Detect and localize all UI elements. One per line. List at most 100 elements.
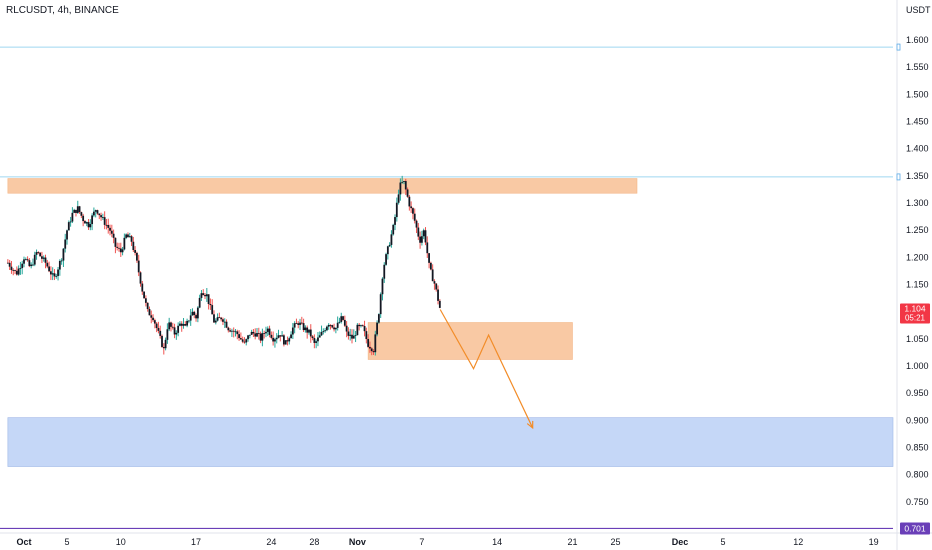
candle-body [241,339,244,342]
price-axis[interactable]: 1.600 1.550 1.500 1.450 1.400 1.350 1.300 1.250… [896,0,929,550]
candle-body [297,323,300,325]
candle-body [177,325,180,333]
x-tick-label: 17 [191,537,201,547]
time-axis[interactable]: Oct 5 10 17 24 28 Nov 7 14 21 25 Dec 5 12 19 [0,532,932,547]
x-tick-label: 21 [567,537,577,547]
candle-body [435,283,438,290]
candle-body [32,264,34,266]
y-tick-label: 0.950 [906,388,929,398]
x-tick-label: 24 [266,537,276,547]
candle-body [101,217,104,218]
candle-body [62,248,65,261]
candle-body [399,182,402,195]
countdown-text: 05:21 [905,313,926,322]
candle-body [376,322,378,335]
candle-body [85,222,88,224]
candle-body [279,335,282,337]
candle-body [42,257,45,259]
candle-body [349,334,352,336]
candle-body [144,298,147,303]
candle-body [290,334,292,339]
candle-body [200,293,203,298]
y-tick-label: 0.850 [906,443,929,453]
currency-label: USDT [906,5,931,15]
candle-body [374,334,377,353]
candle-body [41,256,43,259]
candle-body [431,269,434,282]
candle-body [361,325,364,327]
x-tick-label: 28 [309,537,319,547]
candle-body [198,297,201,308]
candle-body [205,294,208,297]
candle-body [265,331,267,334]
candle-body [381,278,384,295]
candle-body [412,208,414,214]
candle-body [222,319,224,322]
y-tick-label: 1.400 [906,144,929,154]
candle-body [231,330,233,332]
supply-zone-0[interactable] [7,178,638,194]
candle-body [385,254,387,265]
candle-body [69,221,72,223]
candle-body [288,338,291,342]
candle-body [75,209,77,213]
candle-body [33,254,36,265]
candle-body [195,315,197,319]
candle-body [14,270,16,271]
candle-body [286,340,289,342]
candle-body [209,304,212,306]
candle-body [347,331,350,336]
candle-body [130,236,133,242]
candle-body [252,331,255,334]
symbol-title: RLCUSDT, 4h, BINANCE [6,5,119,16]
candle-body [225,321,228,328]
candle-body [57,269,59,276]
candle-body [254,333,257,337]
candle-body [377,314,380,323]
candle-body [315,341,318,343]
candle-body [352,335,355,339]
candle-body [313,338,316,343]
x-tick-label: Oct [16,537,31,547]
x-tick-label: 5 [721,537,726,547]
candle-body [392,224,395,235]
candle-body [162,346,165,349]
candle-body [89,224,92,228]
candle-body [275,337,278,340]
candle-body [8,262,11,267]
demand-zone-2[interactable] [7,417,894,467]
y-tick-label: 0.900 [906,415,929,425]
candle-body [87,222,90,228]
y-tick-label: 1.350 [906,171,929,181]
x-tick-label: Dec [672,537,689,547]
candle-body [259,333,262,341]
candle-body [360,325,362,327]
candle-body [239,338,242,340]
y-tick-label: 1.550 [906,62,929,72]
candle-body [30,264,33,267]
y-tick-label: 1.250 [906,225,929,235]
candle-body [326,326,328,331]
projection-path[interactable] [439,309,534,429]
candle-body [109,227,111,231]
candle-body [153,320,156,324]
candle-body [98,213,101,216]
supply-zone-1[interactable] [367,322,573,360]
candle-body [123,237,126,250]
candle-body [125,234,128,238]
candle-body [413,213,416,221]
candle-body [173,327,176,335]
candle-body [24,259,27,261]
candle-body [408,196,411,207]
candle-body [170,322,172,327]
projection-arrowhead [526,420,534,430]
y-tick-label: 1.450 [906,117,929,127]
candle-body [428,253,430,263]
candle-body [171,326,174,328]
candle-body [263,333,266,334]
y-tick-label: 1.150 [906,280,929,290]
candle-body [358,324,361,327]
candle-body [282,335,285,345]
